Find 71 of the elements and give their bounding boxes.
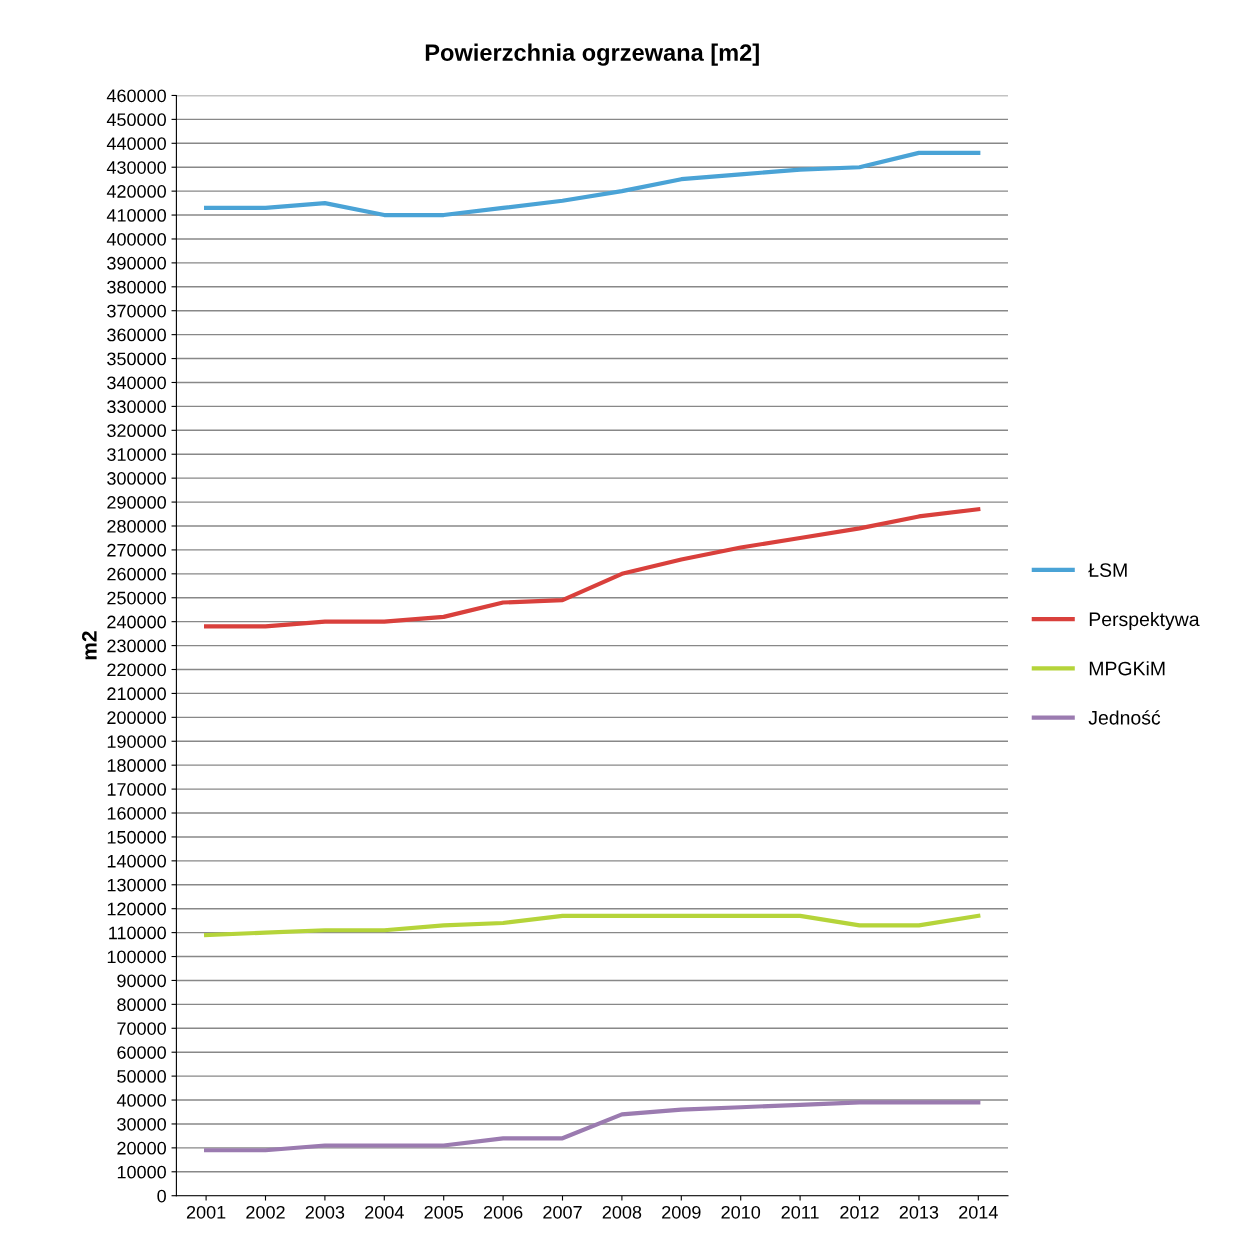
y-axis-title: m2 <box>82 631 97 660</box>
y-tick-label: 0 <box>157 1189 166 1203</box>
chart-title: Powierzchnia ogrzewana [m2] <box>425 43 759 66</box>
y-tick-label: 270000 <box>107 543 166 557</box>
y-tick-label: 450000 <box>106 113 166 127</box>
line-series <box>204 913 981 938</box>
x-tick-label: 2009 <box>662 1205 701 1219</box>
x-tick-label: 2003 <box>305 1205 345 1219</box>
y-tick-label: 400000 <box>106 232 166 246</box>
y-tick-label: 50000 <box>117 1070 166 1083</box>
y-tick-label: 300000 <box>107 472 166 485</box>
y-tick-label: 240000 <box>107 615 166 629</box>
y-tick-label: 320000 <box>107 424 166 438</box>
x-tick-label: 2011 <box>781 1205 819 1219</box>
y-tick-label: 340000 <box>107 376 166 390</box>
y-tick-label: 160000 <box>107 806 166 820</box>
x-tick-label: 2001 <box>186 1205 226 1219</box>
y-tick-label: 150000 <box>107 830 166 844</box>
y-tick-label: 230000 <box>107 639 166 653</box>
x-tick-label: 2012 <box>840 1205 879 1219</box>
y-tick-label: 370000 <box>107 304 166 318</box>
x-tick-label: 2007 <box>543 1205 582 1219</box>
y-tick-label: 360000 <box>107 328 166 342</box>
y-tick-label: 140000 <box>107 854 166 868</box>
y-tick-label: 250000 <box>107 591 166 605</box>
y-tick-label: 60000 <box>117 1046 166 1059</box>
x-tick-label: 2013 <box>899 1205 939 1219</box>
line-series <box>204 1100 981 1153</box>
y-tick-label: 10000 <box>117 1165 166 1179</box>
y-tick-label: 70000 <box>117 1022 166 1035</box>
y-tick-label: 210000 <box>107 687 166 701</box>
y-tick-label: 40000 <box>116 1093 166 1107</box>
x-tick-label: 2010 <box>721 1205 761 1219</box>
legend-label: ŁSM <box>1088 563 1127 577</box>
y-tick-label: 20000 <box>117 1141 166 1155</box>
y-tick-label: 380000 <box>107 280 166 294</box>
y-tick-label: 110000 <box>109 926 166 940</box>
y-tick-label: 180000 <box>107 759 166 772</box>
y-tick-label: 390000 <box>107 256 166 270</box>
y-tick-label: 430000 <box>106 161 166 174</box>
x-tick-label: 2006 <box>483 1205 523 1219</box>
y-tick-label: 30000 <box>117 1117 166 1131</box>
y-tick-label: 350000 <box>107 352 166 366</box>
y-tick-label: 100000 <box>107 950 166 964</box>
y-tick-label: 310000 <box>107 448 166 461</box>
y-tick-label: 200000 <box>107 711 166 725</box>
line-series <box>204 150 981 218</box>
x-tick-label: 2005 <box>424 1205 464 1219</box>
y-tick-label: 170000 <box>107 783 166 796</box>
y-tick-label: 260000 <box>107 567 166 581</box>
y-tick-label: 330000 <box>107 400 166 414</box>
y-tick-label: 80000 <box>117 998 166 1012</box>
legend-label: Perspektywa <box>1089 611 1200 631</box>
y-tick-label: 440000 <box>106 137 166 151</box>
y-tick-label: 290000 <box>107 496 166 509</box>
legend-label: MPGKiM <box>1089 661 1165 676</box>
y-tick-label: 120000 <box>107 902 166 916</box>
legend-label: Jedność <box>1088 710 1161 725</box>
x-tick-label: 2004 <box>365 1205 404 1219</box>
y-tick-label: 220000 <box>107 663 166 677</box>
y-tick-label: 280000 <box>107 519 166 533</box>
y-tick-label: 420000 <box>106 185 166 198</box>
line-series <box>204 507 981 629</box>
x-tick-label: 2008 <box>602 1205 642 1219</box>
y-tick-label: 410000 <box>106 208 166 222</box>
x-tick-label: 2002 <box>246 1205 285 1219</box>
y-tick-label: 130000 <box>107 878 166 892</box>
y-tick-label: 190000 <box>107 735 166 748</box>
y-tick-label: 460000 <box>106 89 166 103</box>
x-tick-label: 2014 <box>959 1205 998 1219</box>
y-tick-label: 90000 <box>117 974 166 988</box>
